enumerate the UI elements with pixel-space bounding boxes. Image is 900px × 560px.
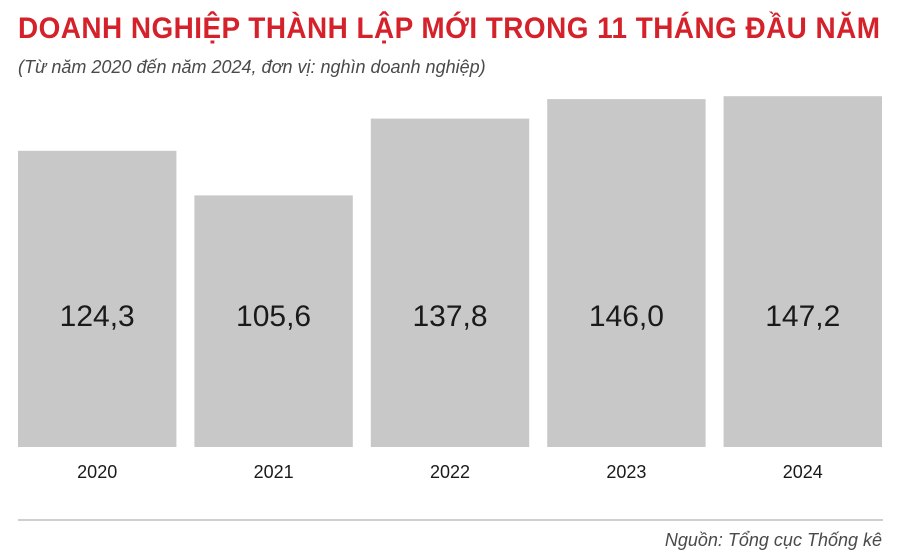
value-label-2022: 137,8 [412, 300, 487, 333]
value-label-2020: 124,3 [60, 300, 135, 333]
x-tick-label-2023: 2023 [606, 462, 646, 482]
bar-2022 [370, 118, 530, 447]
value-label-2023: 146,0 [589, 300, 664, 333]
chart-title: DOANH NGHIỆP THÀNH LẬP MỚI TRONG 11 THÁN… [18, 12, 881, 45]
x-tick-label-2021: 2021 [254, 462, 294, 482]
footer-divider [18, 519, 883, 521]
x-tick-label-2020: 2020 [77, 462, 117, 482]
value-label-2021: 105,6 [236, 300, 311, 333]
bar-2023 [547, 99, 706, 447]
bar-2020 [18, 150, 177, 448]
chart-subtitle: (Từ năm 2020 đến năm 2024, đơn vị: nghìn… [18, 57, 486, 77]
x-tick-label-2024: 2024 [783, 462, 823, 482]
value-label-2024: 147,2 [765, 300, 840, 333]
bar-2024 [723, 96, 882, 447]
bar-2021 [194, 195, 353, 447]
source-note: Nguồn: Tổng cục Thống kê [664, 530, 882, 550]
x-tick-label-2022: 2022 [430, 462, 470, 482]
